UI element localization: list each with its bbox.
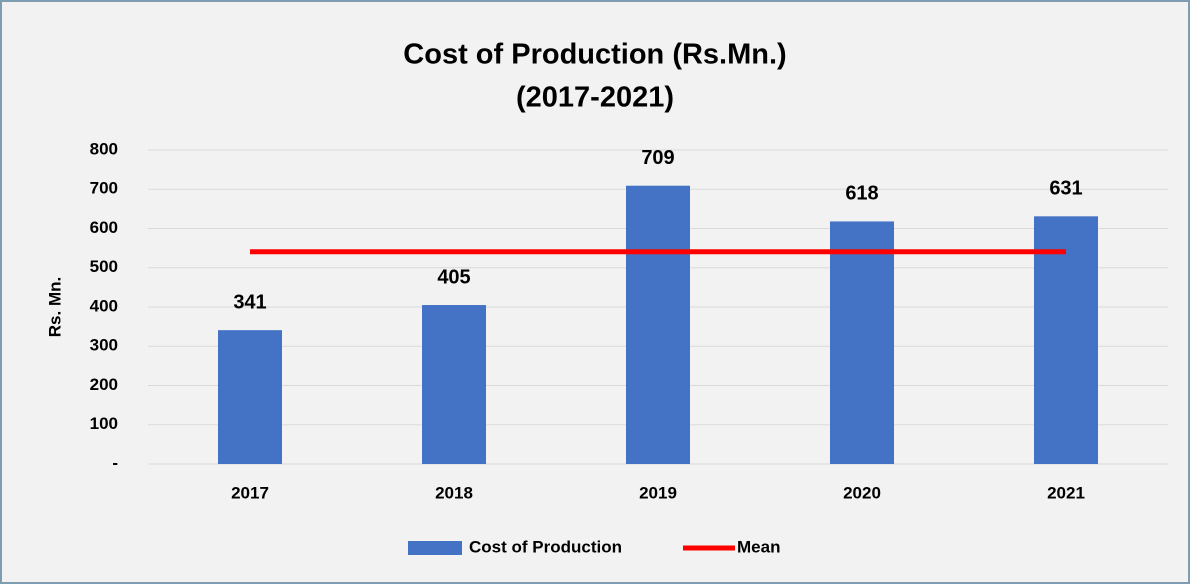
chart-title: Cost of Production (Rs.Mn.) (403, 39, 786, 71)
bar (830, 221, 894, 464)
data-label: 618 (845, 183, 878, 205)
y-tick-label: - (112, 453, 118, 472)
y-tick-label: 600 (90, 218, 118, 237)
y-tick-label: 400 (90, 296, 118, 315)
x-tick-label: 2018 (435, 483, 473, 502)
y-axis-label: Rs. Mn. (45, 277, 64, 337)
data-label: 341 (233, 291, 266, 313)
bar (422, 305, 486, 464)
y-tick-label: 300 (90, 336, 118, 355)
x-tick-label: 2021 (1047, 483, 1085, 502)
data-label: 631 (1049, 178, 1082, 200)
legend-label: Cost of Production (469, 537, 622, 556)
bar (626, 185, 690, 464)
bar (218, 330, 282, 464)
x-tick-label: 2020 (843, 483, 881, 502)
y-tick-label: 800 (90, 139, 118, 158)
x-tick-label: 2017 (231, 483, 269, 502)
y-tick-label: 100 (90, 414, 118, 433)
chart-subtitle: (2017-2021) (516, 82, 674, 114)
legend-label: Mean (737, 537, 780, 556)
legend-swatch (408, 541, 462, 555)
bar (1034, 216, 1098, 464)
x-tick-label: 2019 (639, 483, 677, 502)
y-tick-label: 500 (90, 257, 118, 276)
data-label: 709 (641, 147, 674, 169)
y-tick-label: 700 (90, 179, 118, 198)
y-tick-label: 200 (90, 375, 118, 394)
data-label: 405 (437, 266, 470, 288)
